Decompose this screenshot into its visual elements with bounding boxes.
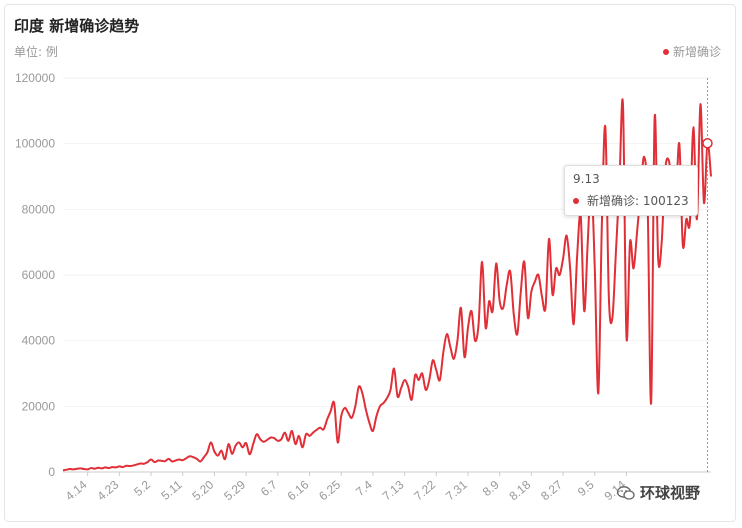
watermark: 环球视野 [617,482,700,503]
x-tick-label: 6.7 [258,477,280,499]
x-tick-label: 5.2 [131,477,153,499]
x-tick-label: 6.16 [285,477,312,503]
tooltip-date: 9.13 [573,172,600,186]
wechat-icon [617,485,635,500]
x-tick-label: 5.20 [189,477,216,503]
x-tick-label: 4.14 [63,477,90,503]
chart-card: 印度 新增确诊趋势 单位: 例 新增确诊 [4,4,736,522]
tooltip-value: 100123 [642,193,689,208]
x-tick-label: 4.23 [94,477,121,503]
x-tick-label: 9.5 [575,477,597,499]
legend[interactable]: 新增确诊 [662,43,721,60]
y-tick-label: 60000 [22,268,56,282]
x-tick-label: 5.29 [221,477,248,503]
hover-point[interactable] [702,138,713,149]
tooltip-colon: : [635,193,643,208]
chart-title: 印度 新增确诊趋势 [14,17,140,35]
watermark-text: 环球视野 [640,484,701,502]
x-tick-label: 7.22 [411,477,438,503]
y-tick-label: 40000 [22,334,56,348]
x-tick-label: 8.9 [480,477,502,499]
x-tick-label: 7.31 [443,477,470,503]
tooltip-marker [573,197,579,204]
series-line-新增确诊[interactable] [62,98,712,472]
x-tick-label: 5.11 [158,477,184,502]
y-tick-label: 80000 [22,202,56,216]
tooltip-series-label: 新增确诊 [587,194,636,208]
x-tick-label: 7.4 [353,477,375,499]
y-tick-label: 20000 [22,399,56,413]
x-tick-label: 7.13 [380,477,407,503]
x-tick-label: 6.25 [316,477,343,503]
legend-marker [662,48,669,55]
legend-label: 新增确诊 [672,45,721,59]
y-tick-label: 120000 [15,71,55,85]
unit-label: 单位: 例 [14,45,58,59]
tooltip: 9.13 新增确诊: 100123 [564,165,698,216]
y-tick-label: 0 [48,465,55,479]
y-tick-label: 100000 [15,137,55,151]
x-tick-label: 8.18 [506,477,533,503]
x-tick-label: 8.27 [538,477,565,503]
